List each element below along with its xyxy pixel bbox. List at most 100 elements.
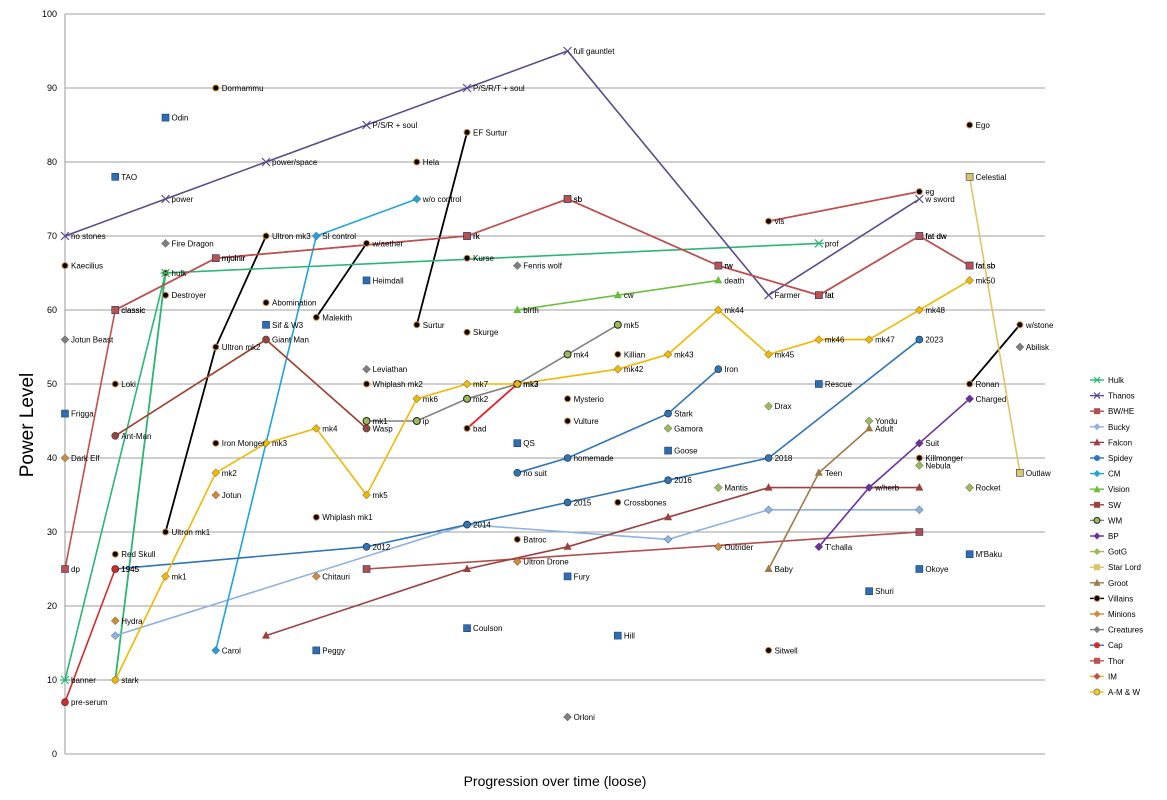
series-point-im	[965, 276, 974, 285]
series-point-im	[110, 675, 120, 685]
point-label: w sword	[924, 195, 954, 204]
point-villains	[162, 291, 170, 299]
point-label: mjolnir	[222, 254, 246, 263]
point-blue	[965, 550, 974, 559]
series-point-cap_red	[111, 565, 120, 573]
series-point-falcon_red	[261, 335, 271, 344]
series-point-bp	[864, 483, 874, 492]
y-tick-label: 100	[42, 9, 57, 19]
point-label: mk5	[373, 491, 389, 500]
point-label: eg	[925, 188, 934, 197]
point-label: P/S/R + soul	[373, 121, 418, 130]
legend-marker	[1093, 610, 1101, 618]
point-label: Vulture	[574, 417, 600, 426]
point-label: Gamora	[674, 424, 703, 433]
legend-marker-square	[1094, 564, 1100, 571]
point-gotg	[764, 401, 773, 411]
point-label: cw	[624, 291, 634, 300]
series-point-hulk	[60, 675, 70, 685]
series-line-spidey	[517, 368, 719, 474]
point-label: Nebula	[925, 461, 951, 470]
gridlines	[64, 13, 1045, 755]
point-label: Loki	[121, 380, 136, 389]
series-point-cap	[362, 542, 371, 551]
legend-label: WM	[1108, 516, 1123, 525]
legend-label: Bucky	[1108, 423, 1130, 432]
point-label: Hill	[624, 632, 635, 641]
series-point-cap	[915, 335, 924, 344]
series-line-falcon_red	[114, 338, 368, 437]
series-point-thor	[815, 291, 823, 300]
point-label: Fenris wolf	[523, 262, 562, 271]
connector-point	[966, 380, 974, 388]
point-label: Teen	[825, 469, 842, 478]
connector-point	[1016, 321, 1024, 329]
point-label: Charged	[976, 395, 1007, 404]
legend-label: Thanos	[1108, 392, 1135, 401]
point-label: Whiplash mk2	[373, 380, 424, 389]
point-label: Ant-Man	[121, 432, 151, 441]
point-label: Surtur	[423, 321, 445, 330]
series-line-starlord	[968, 176, 1021, 473]
point-minions	[110, 616, 120, 626]
point-label: classic	[121, 306, 145, 315]
point-villains	[966, 121, 974, 129]
point-label: death	[724, 276, 744, 285]
series-point-spidey	[714, 365, 723, 374]
series-point-spidey	[513, 468, 522, 477]
point-blue	[563, 572, 572, 581]
series-point-bp	[965, 394, 974, 404]
point-label: fat sb	[976, 262, 996, 271]
series-line-amw	[114, 338, 368, 437]
point-label: 2018	[775, 454, 793, 463]
series-point-thor	[61, 565, 69, 573]
point-label: Suit	[925, 439, 940, 448]
point-villains	[212, 439, 220, 447]
connector-point	[915, 188, 923, 196]
point-label: Whiplash mk1	[322, 513, 373, 522]
point-label: w/o control	[422, 195, 462, 204]
legend-marker	[1093, 672, 1101, 680]
series-point-falcon_red	[362, 424, 371, 433]
point-label: mk46	[825, 336, 845, 345]
point-label: rk	[473, 232, 481, 241]
point-label: Leviathan	[373, 365, 408, 374]
series-point-vision	[513, 305, 522, 313]
point-label: QS	[523, 439, 535, 448]
series-point-groot	[865, 423, 874, 432]
point-label: pre-serum	[71, 698, 108, 707]
legend-marker-diamond	[1093, 423, 1101, 431]
series-point-thor	[965, 261, 974, 270]
legend-marker-circle	[1093, 516, 1101, 524]
point-gotg	[965, 483, 974, 492]
point-label: Hela	[423, 158, 440, 167]
point-label: Killian	[624, 350, 645, 359]
y-tick-label: 80	[47, 157, 57, 167]
y-tick-label: 30	[47, 527, 57, 537]
point-label: sb	[574, 195, 583, 204]
series-point-thanos	[764, 290, 774, 300]
series-point-thanos	[914, 194, 924, 204]
point-label: no stones	[71, 232, 106, 241]
point-villains	[262, 299, 270, 307]
series-point-thor	[211, 254, 220, 262]
series-point-cap	[664, 476, 672, 485]
legend-marker	[1093, 438, 1101, 446]
point-label: Crossbones	[624, 498, 667, 507]
point-label: mk47	[875, 336, 895, 345]
point-label: Sitwell	[775, 646, 798, 655]
legend-label: Minions	[1108, 610, 1136, 619]
point-minions	[60, 453, 70, 463]
series-point-wm	[613, 320, 622, 329]
point-label: mk5	[624, 321, 640, 330]
series-point-cm	[311, 231, 321, 241]
legend-marker-diamond	[1093, 548, 1101, 556]
point-label: dp	[71, 565, 80, 574]
legend-marker-diamond	[1093, 672, 1101, 680]
point-label: classic	[121, 306, 145, 315]
point-label: rw	[724, 262, 733, 271]
legend-marker-square	[1094, 408, 1100, 415]
point-label: Drax	[775, 402, 792, 411]
point-label: SI control	[322, 232, 356, 241]
